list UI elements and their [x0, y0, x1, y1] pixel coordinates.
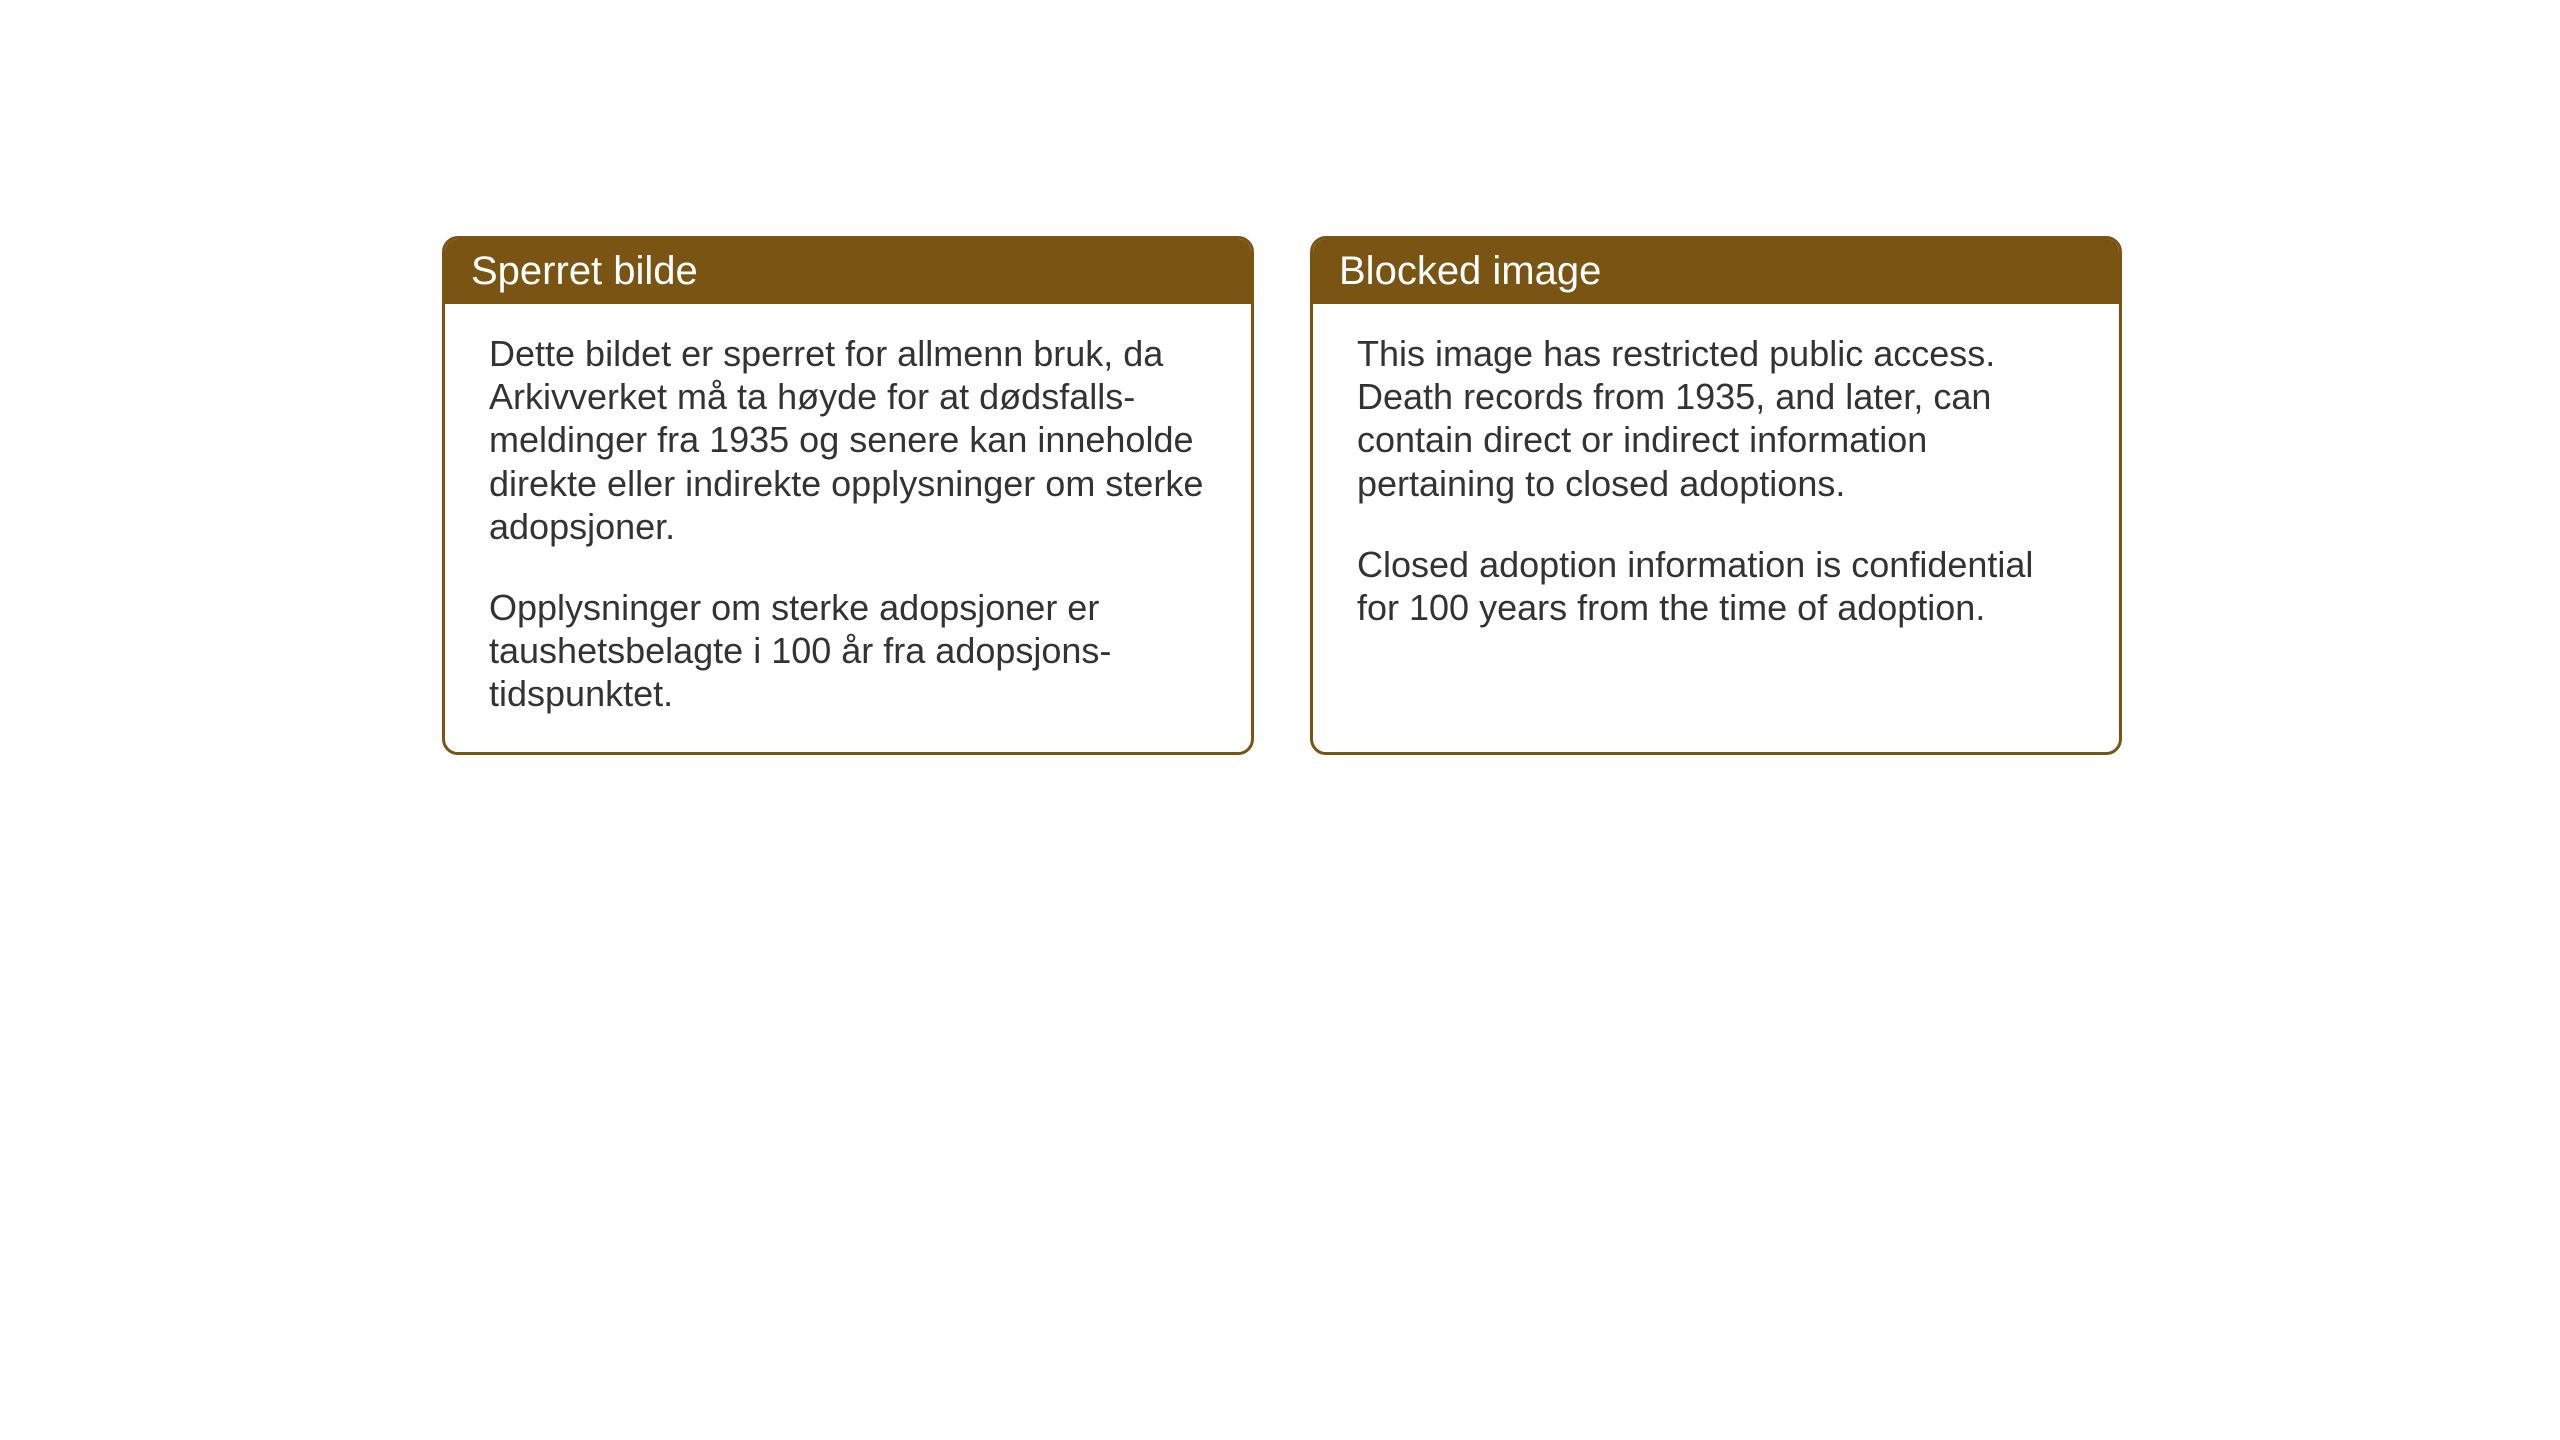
notice-paragraph-norwegian-1: Dette bildet er sperret for allmenn bruk…: [489, 332, 1207, 548]
notice-box-english: Blocked image This image has restricted …: [1310, 236, 2122, 755]
notice-header-english: Blocked image: [1313, 239, 2119, 304]
notice-title-norwegian: Sperret bilde: [471, 249, 698, 293]
notice-paragraph-english-1: This image has restricted public access.…: [1357, 332, 2075, 505]
notice-body-norwegian: Dette bildet er sperret for allmenn bruk…: [445, 304, 1251, 752]
notice-paragraph-norwegian-2: Opplysninger om sterke adopsjoner er tau…: [489, 586, 1207, 716]
notice-title-english: Blocked image: [1339, 249, 1601, 293]
notice-paragraph-english-2: Closed adoption information is confident…: [1357, 543, 2075, 629]
notice-header-norwegian: Sperret bilde: [445, 239, 1251, 304]
notices-container: Sperret bilde Dette bildet er sperret fo…: [442, 236, 2122, 755]
notice-box-norwegian: Sperret bilde Dette bildet er sperret fo…: [442, 236, 1254, 755]
notice-body-english: This image has restricted public access.…: [1313, 304, 2119, 736]
